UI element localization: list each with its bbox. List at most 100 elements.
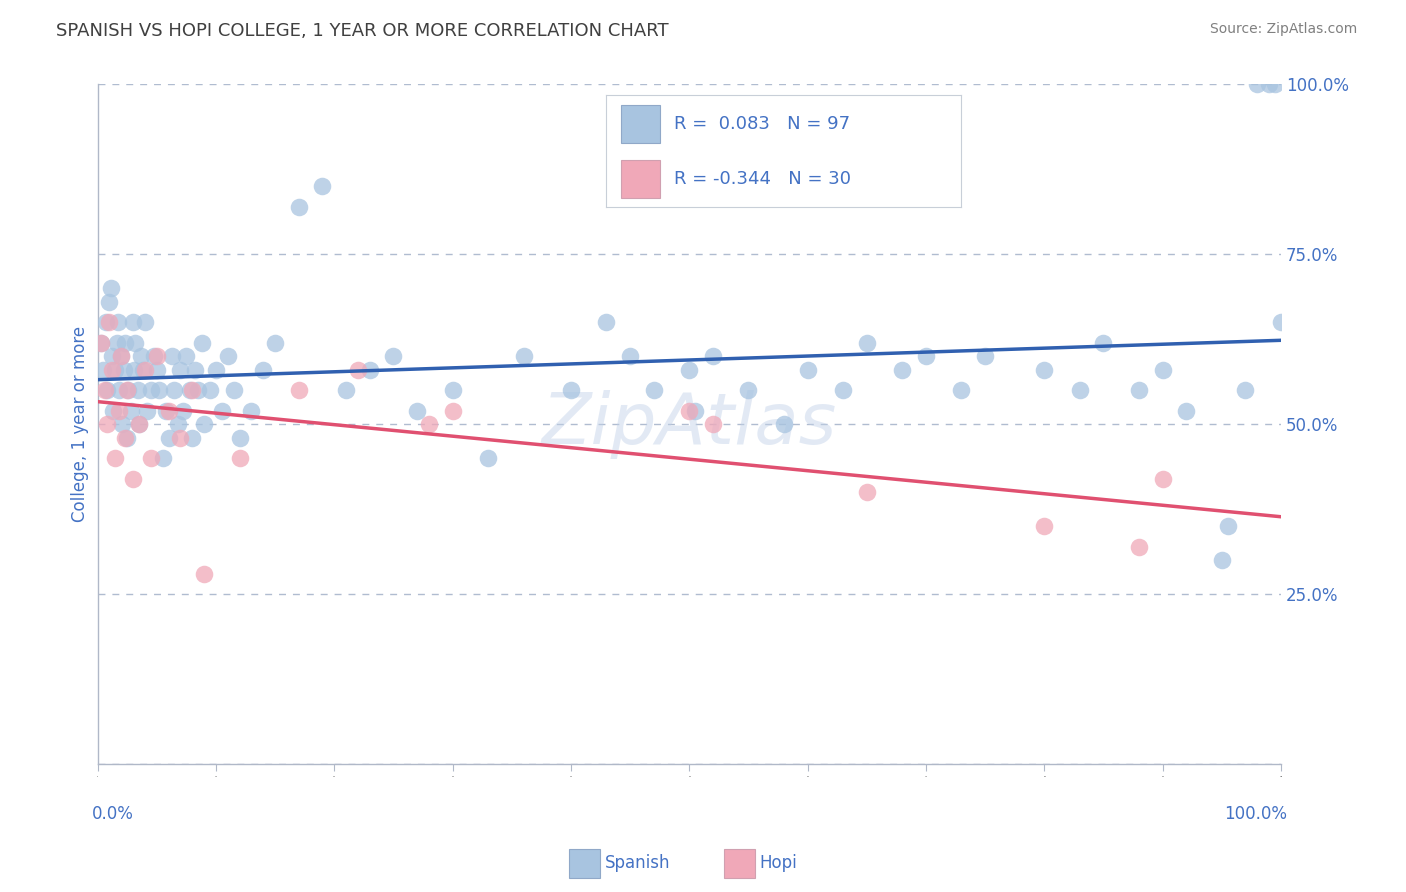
Point bbox=[169, 431, 191, 445]
Point bbox=[382, 350, 405, 364]
Point bbox=[619, 350, 641, 364]
Point bbox=[94, 315, 117, 329]
Point bbox=[737, 384, 759, 398]
Point bbox=[104, 363, 127, 377]
Point bbox=[855, 335, 877, 350]
Point bbox=[179, 384, 201, 398]
Point bbox=[124, 335, 146, 350]
Point bbox=[176, 350, 198, 364]
Point bbox=[187, 384, 209, 398]
Point bbox=[90, 335, 112, 350]
Point bbox=[108, 384, 131, 398]
Point bbox=[107, 315, 129, 329]
Point bbox=[418, 417, 440, 432]
Point bbox=[335, 384, 357, 398]
Point bbox=[477, 451, 499, 466]
Point bbox=[832, 384, 855, 398]
Point bbox=[143, 350, 166, 364]
Point bbox=[643, 384, 665, 398]
Point bbox=[1152, 363, 1174, 377]
Text: Hopi: Hopi bbox=[759, 855, 797, 872]
Point bbox=[1175, 403, 1198, 417]
Point bbox=[198, 384, 221, 398]
Point bbox=[702, 350, 724, 364]
Point bbox=[115, 384, 138, 398]
Point bbox=[181, 431, 204, 445]
Point bbox=[122, 315, 145, 329]
Point bbox=[145, 363, 167, 377]
Point bbox=[145, 350, 167, 364]
Point bbox=[98, 315, 121, 329]
Point bbox=[98, 295, 121, 310]
Point bbox=[441, 403, 464, 417]
Point bbox=[181, 384, 204, 398]
Point bbox=[1216, 519, 1239, 533]
Point bbox=[128, 417, 150, 432]
Point bbox=[104, 451, 127, 466]
Point bbox=[112, 363, 135, 377]
Point bbox=[114, 431, 136, 445]
Point bbox=[157, 403, 180, 417]
Point bbox=[211, 403, 233, 417]
Point bbox=[115, 431, 138, 445]
Point bbox=[111, 417, 134, 432]
Point bbox=[974, 350, 997, 364]
Text: SPANISH VS HOPI COLLEGE, 1 YEAR OR MORE CORRELATION CHART: SPANISH VS HOPI COLLEGE, 1 YEAR OR MORE … bbox=[56, 22, 669, 40]
Point bbox=[167, 417, 190, 432]
Point bbox=[190, 335, 212, 350]
Point bbox=[228, 431, 250, 445]
Point bbox=[100, 363, 122, 377]
Point bbox=[131, 363, 153, 377]
Point bbox=[406, 403, 429, 417]
Point bbox=[193, 566, 215, 581]
Point bbox=[1270, 315, 1292, 329]
Point bbox=[101, 403, 124, 417]
Point bbox=[311, 179, 333, 194]
Point bbox=[136, 403, 159, 417]
Text: 100.0%: 100.0% bbox=[1223, 805, 1286, 823]
Point bbox=[160, 350, 183, 364]
Point bbox=[773, 417, 796, 432]
Point bbox=[127, 384, 149, 398]
Point bbox=[163, 384, 186, 398]
Point bbox=[560, 384, 582, 398]
Point bbox=[134, 363, 156, 377]
Point bbox=[240, 403, 263, 417]
Point bbox=[891, 363, 914, 377]
Point bbox=[1258, 78, 1281, 92]
Point bbox=[96, 384, 118, 398]
Point bbox=[183, 363, 205, 377]
Point bbox=[512, 350, 534, 364]
Point bbox=[120, 403, 142, 417]
Point bbox=[264, 335, 287, 350]
Point bbox=[855, 485, 877, 500]
Text: 0.0%: 0.0% bbox=[91, 805, 134, 823]
Point bbox=[205, 363, 228, 377]
Point bbox=[1092, 335, 1115, 350]
Point bbox=[228, 451, 250, 466]
Point bbox=[1264, 78, 1286, 92]
Point bbox=[915, 350, 938, 364]
Point bbox=[93, 363, 115, 377]
Point bbox=[796, 363, 818, 377]
Point bbox=[595, 315, 617, 329]
Point bbox=[950, 384, 973, 398]
Point bbox=[217, 350, 239, 364]
Point bbox=[359, 363, 381, 377]
Point bbox=[287, 200, 309, 214]
Point bbox=[1128, 384, 1150, 398]
Text: ZipAtlas: ZipAtlas bbox=[541, 390, 837, 458]
Point bbox=[678, 363, 700, 377]
Point bbox=[157, 431, 180, 445]
Point bbox=[287, 384, 309, 398]
Point bbox=[134, 315, 156, 329]
Point bbox=[678, 403, 700, 417]
Point bbox=[100, 350, 122, 364]
Text: Source: ZipAtlas.com: Source: ZipAtlas.com bbox=[1209, 22, 1357, 37]
Point bbox=[139, 451, 162, 466]
Point bbox=[1246, 78, 1268, 92]
Point bbox=[155, 403, 177, 417]
Point bbox=[1069, 384, 1091, 398]
Point bbox=[122, 363, 145, 377]
Point bbox=[1152, 472, 1174, 486]
